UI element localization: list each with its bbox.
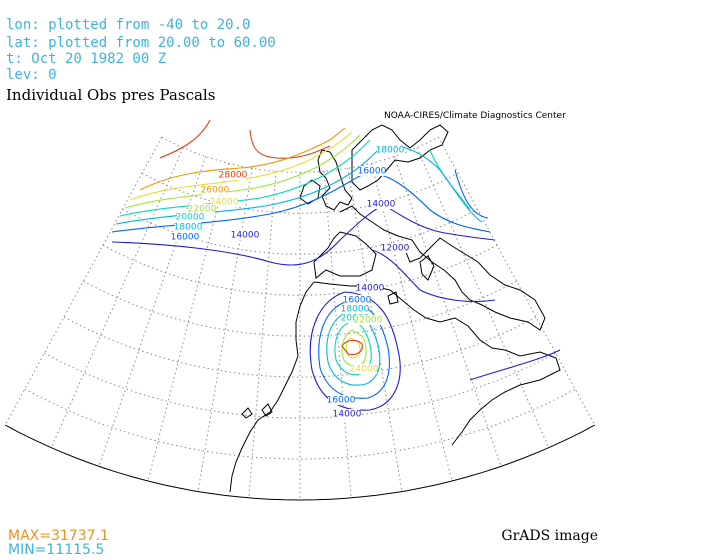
label-bg <box>382 243 408 253</box>
contour-label: 20000 <box>176 213 205 223</box>
label-bg <box>359 166 385 176</box>
boundary-arc <box>5 424 595 501</box>
meridian <box>98 156 207 467</box>
label-bg <box>355 315 381 325</box>
meridian <box>416 147 550 448</box>
credit: NOAA-CIRES/Climate Diagnostics Center <box>384 111 566 121</box>
contour-label: 22000 <box>354 316 383 326</box>
contour-label: 18000 <box>174 223 203 233</box>
parallel <box>63 316 537 378</box>
label-bg <box>202 185 228 195</box>
meridian <box>4 136 163 426</box>
contour-label: 16000 <box>327 396 356 406</box>
contour-label: 22000 <box>188 205 217 215</box>
contour-label: 14000 <box>333 410 362 420</box>
graticule <box>4 136 596 501</box>
label-bg <box>357 283 383 293</box>
label-bg <box>351 364 377 374</box>
label-bg <box>172 232 198 242</box>
contour-label: 12000 <box>381 244 410 254</box>
label-bg <box>334 409 360 419</box>
header-line: t: Oct 20 1982 00 Z <box>6 51 166 67</box>
title: Individual Obs pres Pascals <box>6 86 215 104</box>
contour-label: 24000 <box>350 365 379 375</box>
label-bg <box>232 230 258 240</box>
parallel <box>44 352 556 419</box>
label-bg <box>328 395 354 405</box>
header-line: lon: plotted from -40 to 20.0 <box>6 17 250 33</box>
max-label: MAX=31737.1 <box>8 528 109 544</box>
contour-label: 14000 <box>367 200 396 210</box>
meridian <box>370 163 453 482</box>
contour-label: 24000 <box>210 198 239 208</box>
parallel <box>102 244 498 296</box>
contour-label: 16000 <box>358 167 387 177</box>
meridian <box>197 168 253 492</box>
contour-label: 28000 <box>219 171 248 181</box>
contour-label: 26000 <box>201 186 230 196</box>
meridian <box>323 171 352 498</box>
contour-label: 18000 <box>376 146 405 156</box>
coastlines <box>229 124 561 493</box>
contour-label: 18000 <box>341 305 370 315</box>
label-bg <box>189 204 215 214</box>
parallel <box>83 280 517 337</box>
meridian <box>347 168 403 492</box>
meridian <box>50 147 184 448</box>
meridian <box>248 171 277 498</box>
contour-label: 16000 <box>343 296 372 306</box>
label-bg <box>177 212 203 222</box>
contour-label: 14000 <box>356 284 385 294</box>
contour-label: 14000 <box>231 231 260 241</box>
label-bg <box>368 199 394 209</box>
brand: GrADS image <box>501 528 598 544</box>
label-bg <box>175 222 201 232</box>
meridian <box>437 136 596 426</box>
header-line: lat: plotted from 20.00 to 60.00 <box>6 35 276 51</box>
meridian <box>393 156 502 467</box>
label-bg <box>211 197 237 207</box>
label-bg <box>342 304 368 314</box>
meridian <box>147 163 230 482</box>
label-bg <box>220 170 246 180</box>
header-line: lev: 0 <box>6 67 57 83</box>
contour-label: 16000 <box>171 233 200 243</box>
label-bg <box>377 145 403 155</box>
min-label: MIN=11115.5 <box>8 542 104 558</box>
label-bg <box>344 295 370 305</box>
parallel <box>24 388 576 460</box>
